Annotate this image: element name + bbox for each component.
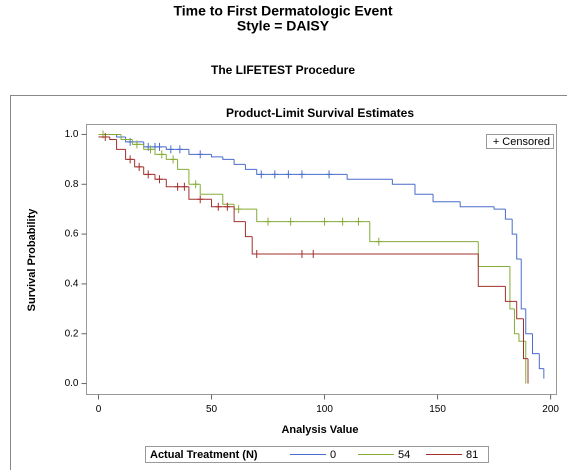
survival-step [234,159,245,164]
survival-step [252,237,478,254]
x-tick-label: 50 [206,404,218,415]
x-tick-label: 100 [316,404,333,415]
chart-title: Product-Limit Survival Estimates [226,106,414,120]
y-tick-label: 0.6 [65,229,79,240]
survival-step [510,266,515,308]
survival-step [494,207,505,209]
survival-step [519,334,526,341]
y-tick-label: 0.2 [65,328,79,339]
x-axis-label: Analysis Value [281,424,358,436]
survival-step [460,202,494,207]
survival-step [517,234,522,259]
survival-step [234,204,257,209]
censor-mark [170,155,176,163]
censor-mark [177,145,183,153]
censor-mark [340,218,346,226]
censor-mark [310,250,316,258]
survival-step [521,259,526,309]
survival-step [245,222,252,237]
survival-step [110,137,117,139]
survival-step [539,354,544,369]
y-tick-label: 0.0 [65,378,79,389]
survival-step [223,157,234,159]
survival-step [212,154,223,156]
censor-mark [299,170,305,178]
legend-title: Actual Treatment (N) [150,449,258,461]
censor-mark [168,145,174,153]
survival-step [370,222,479,242]
y-axis-label: Survival Probability [26,208,38,312]
censor-mark [159,150,165,158]
x-tick-label: 200 [542,404,559,415]
censor-mark [145,170,151,178]
censor-mark [215,203,221,211]
survival-step [433,194,460,201]
survival-step [505,209,512,219]
censor-mark [197,195,203,203]
censor-mark [127,155,133,163]
x-tick-label: 150 [429,404,446,415]
y-tick-label: 0.4 [65,279,79,290]
censor-mark [197,150,203,158]
procedure-title: The LIFETEST Procedure [211,63,355,77]
censor-mark [299,250,305,258]
legend-label: 54 [398,449,410,461]
graph-frame [11,96,567,471]
censor-mark [355,218,361,226]
y-tick-label: 1.0 [65,129,79,140]
censor-mark [322,218,328,226]
survival-step [166,154,177,159]
censor-mark [175,183,181,191]
survival-step [347,174,392,179]
censor-mark [265,218,271,226]
survival-step [257,209,370,221]
censor-mark [326,170,332,178]
survival-step [392,179,415,184]
censor-mark [288,218,294,226]
survival-step [478,254,505,286]
x-tick-label: 0 [96,404,102,415]
censor-mark [376,238,382,246]
censor-mark [258,170,264,178]
plot-frame [87,125,557,395]
survival-step [117,139,126,149]
censor-mark [272,170,278,178]
censor-mark [136,163,142,171]
survival-step [200,184,223,194]
legend-label: 81 [466,449,478,461]
survival-step [245,164,256,169]
y-tick-label: 0.8 [65,179,79,190]
survival-step [517,301,524,318]
survival-step [533,334,540,354]
survival-step [144,167,155,174]
survival-step [223,194,234,204]
censor-mark [157,175,163,183]
page-title: Time to First Dermatologic Event [173,3,392,19]
censor-mark [181,183,187,191]
survival-step [178,159,189,169]
survival-step [415,184,433,194]
survival-step [478,242,510,267]
survival-step [155,149,166,154]
survival-step [512,219,517,234]
survival-step [526,309,533,334]
censor-mark [285,170,291,178]
censor-legend: + Censored [493,136,550,148]
survival-step [189,169,200,184]
censor-mark [236,205,242,213]
page-subtitle: Style = DAISY [237,18,330,34]
survival-step [155,174,166,179]
censor-mark [193,180,199,188]
survival-step [505,286,516,301]
censor-mark [157,143,163,151]
legend-label: 0 [330,449,336,461]
censor-mark [254,250,260,258]
